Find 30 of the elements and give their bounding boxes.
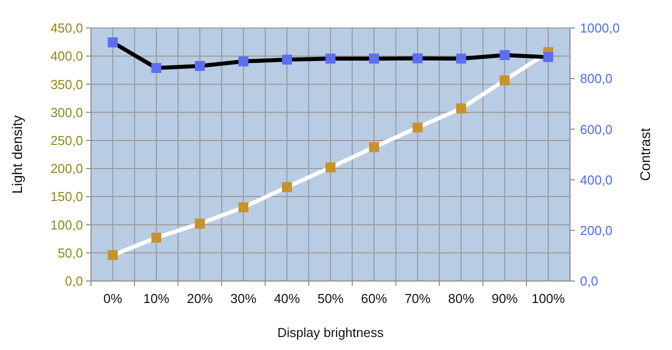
y-tick-label: 300,0 [50,104,83,120]
y-tick-label: 150,0 [50,189,83,204]
y2-tick-label: 800,0 [580,71,613,86]
x-tick-label: 50% [317,291,344,306]
y-tick-label: 250,0 [50,132,83,148]
y-tick-label: 400,0 [50,48,83,64]
x-tick-label: 80% [448,291,475,306]
y2-tick-label: 0,0 [580,274,598,289]
x-tick-label: 40% [274,291,300,306]
x-tick-label: 30% [230,291,257,306]
x-tick-label: 0% [103,291,123,306]
x-tick-label: 10% [143,291,170,306]
y2-tick-label: 400,0 [580,172,613,188]
y-tick-label: 0,0 [64,274,83,289]
y-axis-title: Light density [9,115,25,194]
x-tick-label: 60% [361,291,388,306]
x-tick-label: 20% [186,291,214,306]
y-tick-label: 50,0 [58,245,83,260]
y-tick-label: 200,0 [50,161,83,176]
y2-tick-label: 1000,0 [580,20,620,36]
x-tick-label: 70% [404,291,432,306]
y-tick-label: 450,0 [50,20,83,36]
y2-axis-title: Contrast [637,128,653,181]
x-tick-label: 100% [532,291,566,306]
x-axis-title: Display brightness [277,325,384,340]
y-tick-label: 350,0 [50,76,83,92]
y2-tick-label: 200,0 [580,222,613,238]
y2-tick-label: 600,0 [580,122,613,137]
y-tick-label: 100,0 [50,217,83,232]
x-tick-label: 90% [492,291,518,306]
